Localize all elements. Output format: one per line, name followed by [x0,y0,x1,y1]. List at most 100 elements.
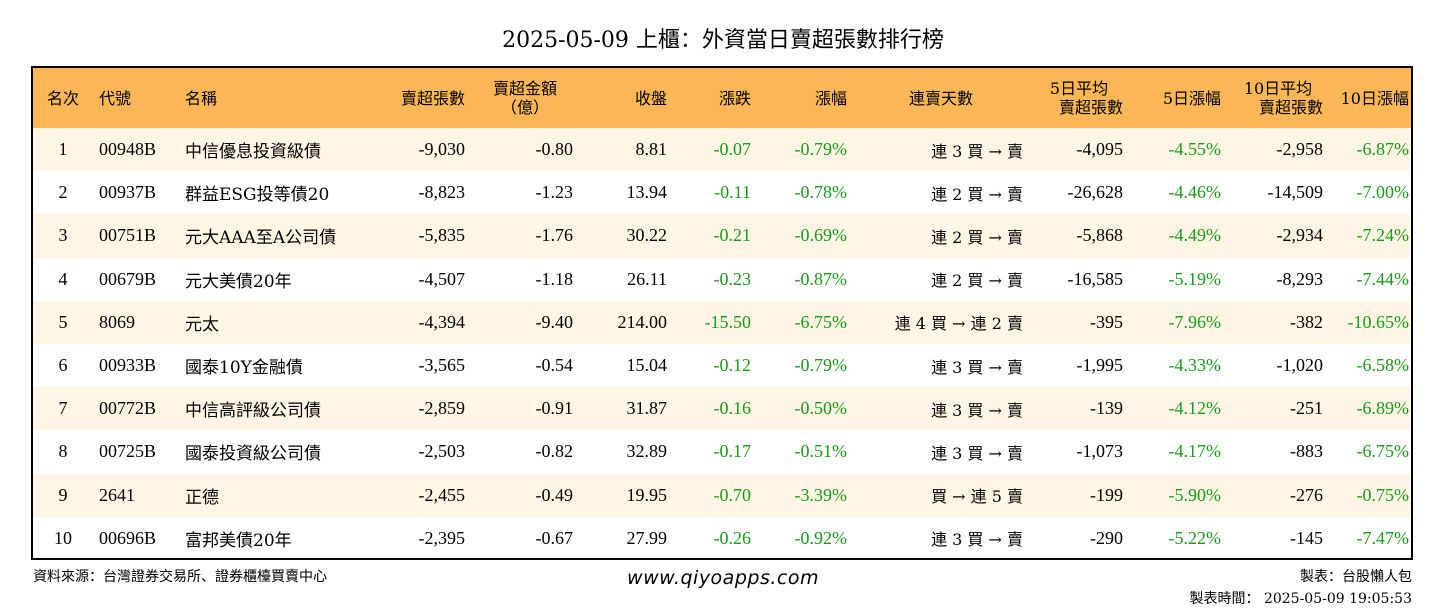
cell-streak: 連 3 買 → 賣 [931,141,1023,161]
cell-code: 00696B [99,527,157,548]
cell-sell-amount: -9.40 [535,311,574,332]
header-pct5: 5日漲幅 [1162,88,1221,108]
cell-avg10: -382 [1290,311,1323,332]
cell-streak: 連 3 買 → 賣 [931,443,1023,463]
table-row: 3 00751B 元大AAA至A公司債 -5,835 -1.76 30.22 -… [33,214,1411,258]
table-row: 4 00679B 元大美債20年 -4,507 -1.18 26.11 -0.2… [33,257,1411,301]
cell-pct10: -6.87% [1356,139,1410,160]
cell-rank: 9 [58,484,68,505]
cell-name: 元大美債20年 [185,271,292,292]
header-avg5-line2: 賣超張數 [1058,98,1123,117]
cell-sell-amount: -1.76 [535,225,574,246]
cell-sell-lots: -2,859 [418,398,466,419]
cell-pct10: -7.44% [1356,268,1410,289]
cell-code: 00751B [99,225,157,246]
header-avg10-line2: 賣超張數 [1258,98,1323,117]
cell-change: -0.07 [713,139,752,160]
cell-rank: 3 [58,225,68,246]
cell-change: -0.70 [713,484,752,505]
cell-sell-amount: -1.23 [535,182,574,203]
cell-change-pct: -0.78% [794,182,848,203]
cell-pct5: -4.46% [1168,182,1222,203]
cell-code: 8069 [99,311,135,332]
cell-change: -0.26 [713,527,752,548]
header-sell-amount: 賣超金額 （億） [471,68,579,128]
cell-sell-lots: -2,455 [418,484,466,505]
cell-avg5: -5,868 [1076,225,1124,246]
cell-streak: 連 4 買 → 連 2 賣 [894,314,1023,334]
cell-name: 國泰投資級公司債 [185,444,321,465]
cell-sell-lots: -8,823 [418,182,466,203]
cell-pct10: -0.75% [1356,484,1410,505]
cell-name: 元大AAA至A公司債 [185,228,337,249]
cell-avg10: -14,509 [1267,182,1324,203]
table-body: 1 00948B 中信優息投資級債 -9,030 -0.80 8.81 -0.0… [33,128,1411,558]
cell-avg5: -1,073 [1076,441,1124,462]
page-title: 2025-05-09 上櫃：外資當日賣超張數排行榜 [502,28,944,53]
cell-streak: 連 2 買 → 賣 [931,227,1023,247]
table-row: 10 00696B 富邦美債20年 -2,395 -0.67 27.99 -0.… [33,516,1411,558]
cell-pct10: -6.75% [1356,441,1410,462]
cell-name: 元太 [185,314,219,335]
cell-rank: 7 [58,398,68,419]
table-row: 1 00948B 中信優息投資級債 -9,030 -0.80 8.81 -0.0… [33,128,1411,172]
website-link[interactable]: www.qiyoapps.com [627,567,819,589]
cell-code: 2641 [99,484,135,505]
cell-change: -0.17 [713,441,752,462]
cell-change-pct: -0.79% [794,139,848,160]
cell-pct10: -6.89% [1356,398,1410,419]
cell-close: 31.87 [626,398,668,419]
cell-change: -0.23 [713,268,752,289]
cell-avg10: -883 [1290,441,1323,462]
cell-avg10: -2,934 [1276,225,1324,246]
cell-avg5: -139 [1090,398,1123,419]
cell-avg5: -395 [1090,311,1123,332]
cell-name: 國泰10Y金融債 [185,358,303,379]
cell-rank: 4 [58,268,68,289]
cell-change: -0.12 [713,355,752,376]
cell-sell-amount: -0.54 [535,355,574,376]
cell-pct10: -6.58% [1356,355,1410,376]
data-source-note: 資料來源：台灣證券交易所、證券櫃檯買賣中心 [33,569,327,585]
header-sell-amount-line1: 賣超金額 [492,79,557,98]
cell-sell-lots: -3,565 [418,355,466,376]
cell-close: 13.94 [626,182,668,203]
cell-sell-amount: -1.18 [535,268,574,289]
cell-pct5: -4.33% [1168,355,1222,376]
cell-avg5: -199 [1090,484,1123,505]
cell-pct10: -7.00% [1356,182,1410,203]
cell-sell-amount: -0.80 [535,139,574,160]
cell-avg10: -276 [1290,484,1323,505]
cell-sell-amount: -0.49 [535,484,574,505]
cell-change-pct: -0.50% [794,398,848,419]
cell-change-pct: -0.92% [794,527,848,548]
header-close: 收盤 [634,88,667,108]
header-avg5-line1: 5日平均 [1049,79,1109,98]
cell-streak: 連 3 買 → 賣 [931,530,1023,550]
ranking-table-container: 名次 代號 名稱 賣超張數 賣超金額 （億） 收盤 漲跌 漲幅 連賣天數 5日平… [31,66,1413,560]
header-change: 漲跌 [718,88,751,108]
cell-name: 富邦美債20年 [185,530,292,551]
ranking-table: 名次 代號 名稱 賣超張數 賣超金額 （億） 收盤 漲跌 漲幅 連賣天數 5日平… [33,68,1411,558]
cell-pct10: -7.47% [1356,527,1410,548]
footer-credits: 製表：台股懶人包 製表時間： 2025-05-09 19:05:53 [1190,566,1413,610]
cell-sell-lots: -4,394 [418,311,466,332]
table-row: 8 00725B 國泰投資級公司債 -2,503 -0.82 32.89 -0.… [33,430,1411,474]
cell-sell-amount: -0.67 [535,527,574,548]
cell-avg10: -8,293 [1276,268,1324,289]
cell-sell-lots: -2,395 [418,527,466,548]
cell-pct5: -5.22% [1168,527,1222,548]
cell-pct5: -4.17% [1168,441,1222,462]
maker-label: 製表：台股懶人包 [1300,569,1412,585]
header-sell-lots: 賣超張數 [400,88,465,108]
cell-streak: 連 3 買 → 賣 [931,357,1023,377]
table-row: 7 00772B 中信高評級公司債 -2,859 -0.91 31.87 -0.… [33,387,1411,431]
cell-sell-amount: -0.91 [535,398,574,419]
cell-close: 15.04 [626,355,668,376]
cell-avg10: -251 [1290,398,1323,419]
cell-avg5: -26,628 [1067,182,1124,203]
header-pct10: 10日漲幅 [1340,88,1409,108]
table-header-row: 名次 代號 名稱 賣超張數 賣超金額 （億） 收盤 漲跌 漲幅 連賣天數 5日平… [33,68,1411,128]
cell-change: -15.50 [704,311,752,332]
cell-change: -0.16 [713,398,752,419]
